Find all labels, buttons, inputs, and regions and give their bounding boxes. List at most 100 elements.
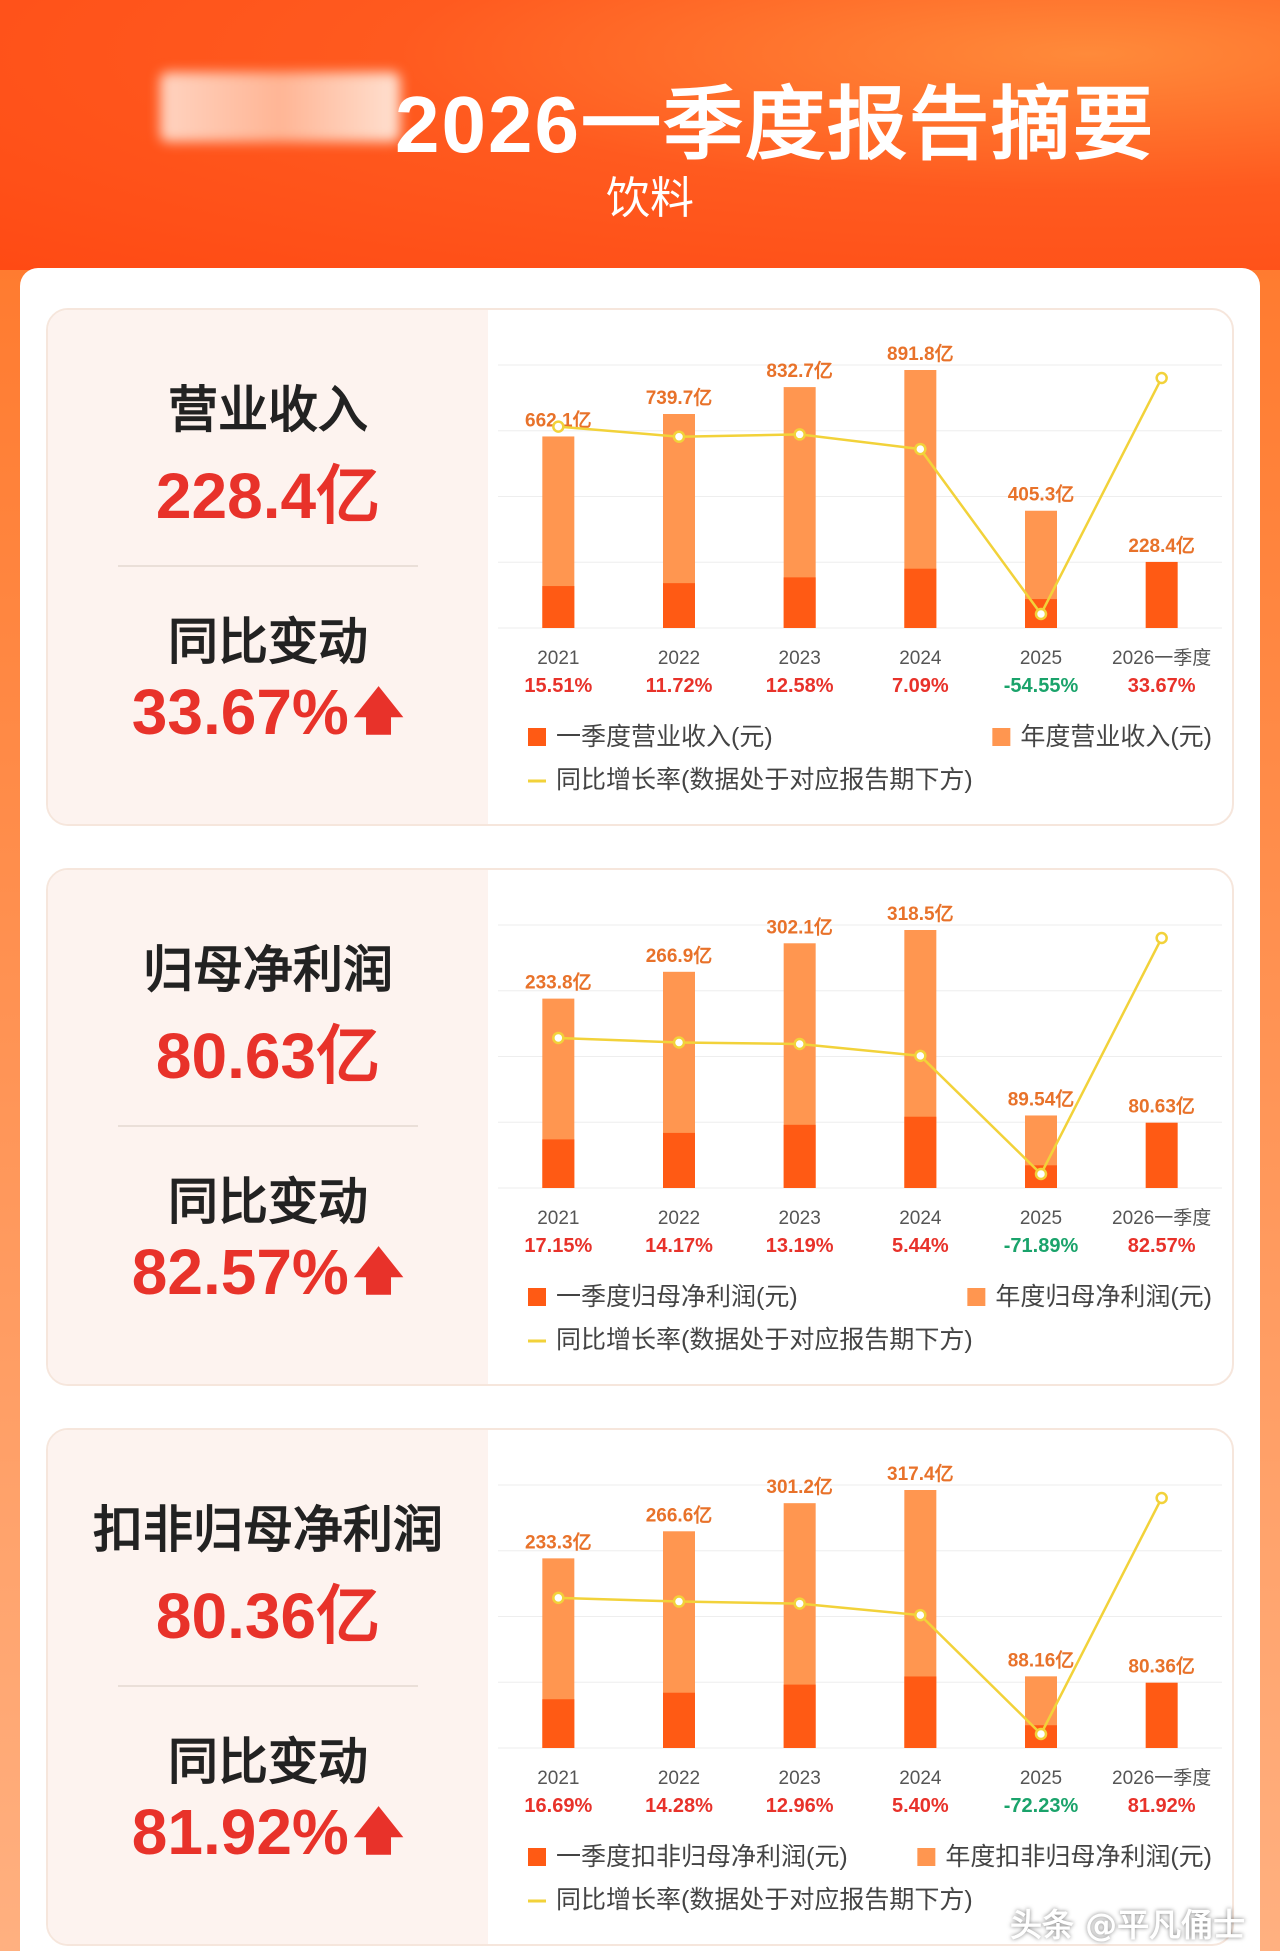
industry-subtitle: 饮料 [606,173,694,224]
arrow-up-icon: 🡅 [352,683,405,739]
bar-value-label: 80.36亿 [1128,1655,1195,1678]
legend-swatch-annual [917,1848,936,1866]
bar-value-label: 832.7亿 [766,359,833,382]
x-tick-label: 2021 [537,1208,579,1229]
legend-swatch-quarter [528,1288,546,1306]
x-tick-label: 2026一季度 [1112,1767,1211,1789]
metric-value: 80.63亿 [155,1020,381,1092]
metric-label: 归母净利润 [143,941,393,999]
yoy-label: 同比变动 [168,1173,368,1231]
chart-deducted-net-profit: 233.3亿 2021 16.69% 266.6亿 2022 14.28% 301.2亿 20… [498,1462,1222,1914]
growth-point [672,1595,686,1608]
growth-label: 5.44% [892,1235,949,1257]
quarter-bar [783,1124,816,1188]
page-title: 2026一季度报告摘要 [395,80,1155,169]
x-tick-label: 2023 [779,648,821,669]
growth-point [1155,371,1168,385]
yoy-value-row: 33.67%🡅 [48,675,488,760]
growth-label: 7.09% [892,675,949,697]
growth-label: 17.15% [524,1235,592,1257]
quarter-bar [783,577,816,628]
bar-value-label: 80.63亿 [1128,1095,1195,1118]
legend-swatch-annual [992,728,1011,746]
x-tick-label: 2022 [658,1208,700,1229]
growth-point [1034,1727,1048,1741]
growth-point [914,1049,927,1063]
growth-label: -54.55% [1004,675,1079,697]
quarter-bar [663,1692,695,1748]
x-tick-label: 2022 [658,648,700,669]
yoy-value: 33.67% [131,676,349,748]
metric-value: 80.36亿 [155,1580,381,1652]
quarter-bar [783,1684,816,1748]
legend-label-annual: 年度归母净利润(元) [995,1283,1212,1311]
quarter-bar [663,583,695,628]
growth-label: 33.67% [1128,675,1196,697]
bar-value-label: 739.7亿 [646,386,713,409]
growth-label: 12.96% [766,1795,834,1817]
x-tick-label: 2021 [537,1768,579,1789]
bar-value-label: 318.5亿 [887,902,954,925]
growth-point [672,430,686,443]
card-deducted-net-profit: 扣非归母净利润 80.36亿 同比变动 81.92%🡅 233.3亿 2021 16… [46,1428,1234,1946]
header-banner: 2026一季度报告摘要 饮料 [0,0,1280,270]
growth-point [914,442,927,456]
growth-line [558,937,1163,1177]
legend-swatch-quarter [528,728,546,746]
quarter-bar [904,1116,937,1188]
growth-label: 15.51% [524,675,592,697]
growth-point [914,1608,927,1622]
yoy-value: 81.92% [131,1796,349,1868]
card-revenue: 营业收入 228.4亿 同比变动 33.67%🡅 662.1亿202115.51… [46,308,1234,826]
quarter-bar [542,586,575,628]
quarter-bar [1145,1122,1178,1188]
metric-value: 228.4亿 [155,460,381,532]
bar-value-label: 228.4亿 [1128,534,1195,557]
metric-label: 扣非归母净利润 [93,1501,443,1559]
divider [118,565,418,567]
metric-label: 营业收入 [168,381,368,439]
x-tick-label: 2023 [779,1208,821,1229]
chart-net-profit: 233.8亿 2021 17.15% 266.9亿 2022 14.17% 302.1亿 20… [498,902,1222,1354]
yoy-value-row: 81.92%🡅 [48,1795,488,1880]
yoy-label: 同比变动 [168,613,368,671]
blurred-company-name [160,72,400,142]
growth-label: -71.89% [1004,1235,1079,1257]
legend-label-growth: 同比增长率(数据处于对应报告期下方) [556,1326,973,1354]
yoy-value: 82.57% [131,1236,349,1308]
x-tick-label: 2026一季度 [1112,1207,1211,1229]
growth-label: 14.28% [645,1795,713,1817]
x-tick-label: 2023 [779,1768,821,1789]
growth-point [793,428,806,441]
quarter-bar [1145,1682,1178,1748]
growth-label: 13.19% [766,1235,834,1257]
legend-label-growth: 同比增长率(数据处于对应报告期下方) [556,766,973,794]
arrow-up-icon: 🡅 [352,1243,405,1299]
growth-label: 5.40% [892,1795,949,1817]
quarter-bar [542,1139,575,1188]
growth-point [552,1591,565,1605]
yoy-value-row: 82.57%🡅 [48,1235,488,1320]
growth-point [1034,607,1048,621]
growth-point [672,1036,686,1049]
growth-label: 12.58% [766,675,834,697]
bar-value-label: 662.1亿 [525,408,592,431]
growth-line [558,377,1163,617]
growth-point [1034,1167,1048,1181]
quarter-bar [904,568,937,628]
x-tick-label: 2026一季度 [1112,647,1211,669]
bar-value-label: 891.8亿 [887,342,954,365]
growth-line [558,1497,1163,1737]
legend-swatch-quarter [528,1848,546,1866]
x-tick-label: 2025 [1020,1208,1062,1229]
x-tick-label: 2024 [899,1208,942,1229]
chart-revenue: 662.1亿 2021 15.51% 739.7亿 2022 11.72% 832.7亿 20… [498,342,1222,794]
x-tick-label: 2021 [537,648,579,669]
growth-label: 11.72% [646,675,713,697]
bar-value-label: 233.3亿 [525,1530,592,1553]
legend-label-annual: 年度营业收入(元) [1020,723,1212,751]
growth-label: -72.23% [1004,1795,1079,1817]
card-net-profit: 归母净利润 80.63亿 同比变动 82.57%🡅 233.8亿 2021 17.1… [46,868,1234,1386]
bar-value-label: 317.4亿 [887,1462,954,1485]
quarter-bar [542,1699,575,1748]
